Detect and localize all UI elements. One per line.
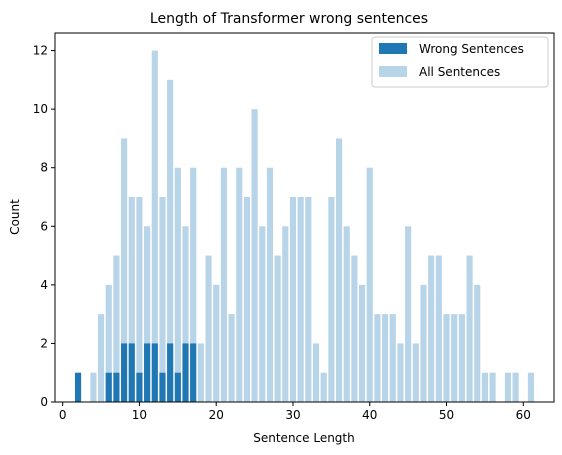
chart-title: Length of Transformer wrong sentences — [150, 11, 428, 27]
all-bar-42 — [382, 314, 389, 402]
wrong-bar-13 — [159, 372, 166, 402]
all-bar-58 — [504, 372, 512, 402]
y-tick-label: 10 — [33, 102, 48, 116]
all-bar-49 — [435, 255, 442, 402]
wrong-bar-11 — [144, 343, 151, 402]
y-axis-ticks: 0 2 4 6 8 10 12 — [33, 44, 55, 409]
all-bar-51 — [451, 314, 458, 402]
wrong-bar-14 — [167, 343, 174, 402]
all-bar-48 — [428, 255, 435, 402]
wrong-bar-12 — [151, 343, 158, 402]
all-bar-23 — [236, 167, 243, 402]
all-bar-4 — [90, 372, 97, 402]
all-bar-27 — [266, 167, 274, 402]
all-bar-15 — [174, 167, 181, 402]
x-axis-ticks: 0 10 20 30 40 50 60 — [59, 402, 531, 422]
wrong-bar-2 — [74, 372, 82, 402]
legend-box — [371, 36, 549, 88]
wrong-sentences-bars — [74, 343, 197, 402]
all-bar-36 — [335, 138, 343, 402]
all-bar-10 — [136, 197, 143, 402]
all-bar-17 — [190, 167, 197, 402]
all-bar-41 — [374, 314, 381, 402]
all-bar-21 — [220, 167, 227, 402]
all-sentences-bars — [74, 50, 535, 403]
all-bar-24 — [243, 197, 250, 402]
all-bar-8 — [121, 138, 128, 402]
wrong-bar-8 — [121, 343, 128, 402]
all-bar-34 — [320, 372, 327, 402]
all-bar-33 — [312, 343, 320, 402]
x-tick-label: 60 — [516, 408, 531, 422]
y-tick-label: 6 — [40, 219, 48, 233]
all-bar-28 — [274, 255, 281, 402]
all-bar-9 — [128, 197, 135, 402]
all-bar-25 — [251, 109, 258, 403]
all-bar-5 — [97, 314, 105, 402]
legend-label-wrong: Wrong Sentences — [419, 42, 524, 56]
y-axis-label: Count — [8, 199, 22, 235]
wrong-bar-16 — [182, 343, 189, 402]
all-bar-22 — [228, 314, 235, 402]
all-bar-43 — [389, 314, 396, 402]
legend-label-all: All Sentences — [419, 65, 500, 79]
all-bar-32 — [305, 197, 312, 402]
all-bar-45 — [405, 226, 412, 402]
all-bar-7 — [113, 255, 120, 402]
all-bar-35 — [328, 197, 335, 402]
all-bar-59 — [512, 372, 519, 402]
all-bar-19 — [205, 255, 212, 402]
all-bar-50 — [443, 314, 450, 402]
all-bar-55 — [481, 372, 488, 402]
all-bar-61 — [527, 372, 535, 402]
plot-frame — [54, 32, 555, 403]
x-tick-label: 50 — [439, 408, 454, 422]
x-tick-label: 20 — [209, 408, 224, 422]
all-bar-44 — [397, 343, 404, 402]
x-tick-label: 30 — [285, 408, 300, 422]
legend-swatch-wrong — [379, 43, 407, 54]
all-bar-31 — [297, 197, 304, 402]
all-bar-47 — [420, 284, 427, 402]
all-bar-11 — [144, 226, 151, 402]
all-bar-52 — [458, 314, 465, 402]
all-bar-20 — [213, 284, 220, 402]
wrong-bar-9 — [128, 343, 135, 402]
all-bar-6 — [105, 284, 112, 402]
all-bar-14 — [167, 79, 174, 402]
all-bar-18 — [197, 343, 204, 402]
all-bar-46 — [412, 343, 419, 402]
all-bar-39 — [359, 284, 366, 402]
all-bar-13 — [159, 197, 166, 402]
wrong-bar-6 — [105, 372, 112, 402]
all-bar-30 — [289, 197, 297, 402]
x-tick-label: 40 — [362, 408, 377, 422]
wrong-bar-15 — [174, 372, 181, 402]
x-tick-label: 10 — [132, 408, 147, 422]
legend: Wrong Sentences All Sentences — [371, 36, 549, 88]
all-bar-26 — [259, 226, 266, 402]
all-bar-29 — [282, 226, 289, 402]
legend-swatch-all — [379, 66, 407, 77]
all-bar-37 — [343, 226, 350, 402]
wrong-bar-17 — [190, 343, 197, 402]
y-tick-label: 12 — [33, 44, 48, 58]
all-bar-38 — [351, 255, 358, 402]
x-axis-label: Sentence Length — [253, 431, 354, 445]
x-tick-label: 0 — [59, 408, 67, 422]
y-tick-label: 0 — [40, 395, 48, 409]
all-bar-40 — [366, 167, 373, 402]
y-tick-label: 2 — [40, 336, 48, 350]
y-tick-label: 8 — [40, 161, 48, 175]
all-bar-56 — [489, 372, 496, 402]
all-bar-53 — [466, 255, 473, 402]
wrong-bar-10 — [136, 372, 143, 402]
all-bar-12 — [151, 50, 158, 402]
y-tick-label: 4 — [40, 278, 48, 292]
all-bar-54 — [474, 284, 481, 402]
wrong-bar-7 — [113, 372, 120, 402]
all-bar-16 — [182, 226, 189, 402]
